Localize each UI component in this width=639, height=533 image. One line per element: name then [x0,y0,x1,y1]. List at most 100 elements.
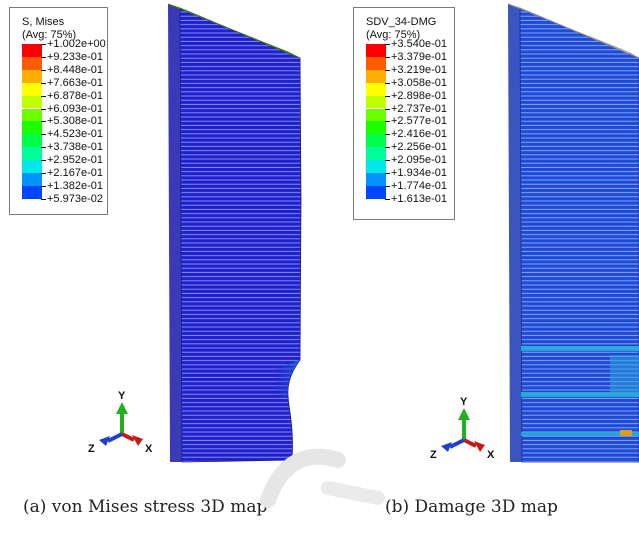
legend-tick [385,185,390,187]
legend-value: +1.774e-01 [391,179,447,192]
legend-color-swatch [22,44,42,57]
legend-color-swatch [22,95,42,109]
caption-a: (a) von Mises stress 3D map [23,497,268,517]
legend-tick [385,160,390,162]
specimen-top-face [167,3,301,59]
legend-color-swatch [22,185,42,199]
y-axis-label: Y [118,390,126,402]
legend-value: +4.523e-01 [47,128,103,141]
legend-tick [385,121,390,123]
damage-legend: SDV_34-DMG (Avg: 75%) +3.540e-01 +3.379e-… [353,7,455,220]
damage-band [521,346,639,351]
legend-value: +2.256e-01 [391,141,447,154]
axis-triad-a: Y X Z [88,390,153,455]
notch-region [272,360,300,400]
legend-tick [41,185,46,187]
legend-color-swatch [22,121,42,135]
axis-triad-b: Y X Z [430,396,495,461]
legend-value: +2.095e-01 [391,154,447,167]
legend-tick [385,198,390,200]
legend-tick [385,134,390,136]
legend-value: +2.898e-01 [391,89,447,102]
legend-tick [41,69,46,71]
damage-band [610,355,639,395]
damage-band [521,432,639,436]
legend-value: +2.577e-01 [391,115,447,128]
legend-tick [385,173,390,174]
legend-tick [41,121,46,123]
legend-value: +3.219e-01 [391,63,447,76]
legend-tick [385,56,390,58]
legend-tick [41,173,46,174]
legend-tick [41,147,46,149]
legend-color-swatch [22,69,42,83]
legend-value: +8.448e-01 [47,63,103,76]
legend-tick [41,134,46,136]
legend-color-swatch [22,108,42,122]
legend-value: +2.737e-01 [391,102,447,115]
x-axis-label: X [487,449,495,461]
legend-color-swatch [22,82,42,96]
legend-color-swatch [366,108,386,122]
legend-color-swatch [366,95,386,109]
legend-tick [385,69,390,71]
legend-color-swatch [366,56,386,70]
legend-value: +1.002e+00 [47,38,106,50]
legend-value: +3.058e-01 [391,76,447,89]
legend-tick [385,147,390,149]
legend-value: +5.308e-01 [47,115,103,128]
x-axis-label: X [145,443,153,455]
specimen-side-face [168,4,182,462]
stress-legend: S, Mises (Avg: 75%) +1.002e+00 +9.233e-01… [9,7,108,215]
legend-color-swatch [366,82,386,96]
legend-value: +2.167e-01 [47,167,103,179]
legend-tick [385,44,390,45]
legend-value: +7.663e-01 [47,76,103,89]
legend-value: +1.613e-01 [391,192,447,205]
damage-hotspot [620,430,632,436]
damage-band [521,392,639,397]
legend-value: +6.093e-01 [47,102,103,115]
legend-tick [385,82,390,84]
legend-value: +3.540e-01 [391,38,447,50]
legend-value: +1.934e-01 [391,167,447,179]
specimen-side-face [508,4,522,462]
legend-value: +3.738e-01 [47,141,103,154]
legend-value: +6.878e-01 [47,89,103,102]
legend-color-swatch [366,160,386,173]
legend-value: +2.952e-01 [47,154,103,167]
legend-color-swatch [366,69,386,83]
stress-specimen-model [167,3,302,463]
legend-tick [41,95,46,97]
legend-tick [385,108,390,110]
legend-color-swatch [22,134,42,148]
legend-subtitle: (Avg: 75%) [22,29,77,41]
legend-color-swatch [366,44,386,57]
legend-color-swatch [366,134,386,148]
z-axis-label: Z [430,449,437,461]
legend-tick [41,56,46,58]
legend-value: +5.973e-02 [47,192,103,205]
legend-color-swatch [366,185,386,199]
legend-color-swatch [366,147,386,161]
legend-color-swatch [22,173,42,186]
legend-value: +9.233e-01 [47,50,103,63]
legend-color-swatch [366,121,386,135]
legend-tick [41,198,46,200]
specimen-top-face [507,3,639,59]
watermark-mark [260,448,385,508]
legend-color-swatch [366,173,386,186]
legend-tick [41,108,46,110]
legend-title: SDV_34-DMG [366,16,437,28]
legend-title: S, Mises [22,16,65,28]
legend-subtitle: (Avg: 75%) [366,29,421,41]
legend-tick [41,44,46,45]
legend-color-swatch [22,56,42,70]
legend-color-swatch [22,160,42,173]
legend-value: +3.379e-01 [391,50,447,63]
y-axis-label: Y [460,396,468,408]
damage-specimen-model [507,3,639,463]
legend-tick [41,82,46,84]
legend-color-swatch [22,147,42,161]
legend-value: +1.382e-01 [47,179,103,192]
